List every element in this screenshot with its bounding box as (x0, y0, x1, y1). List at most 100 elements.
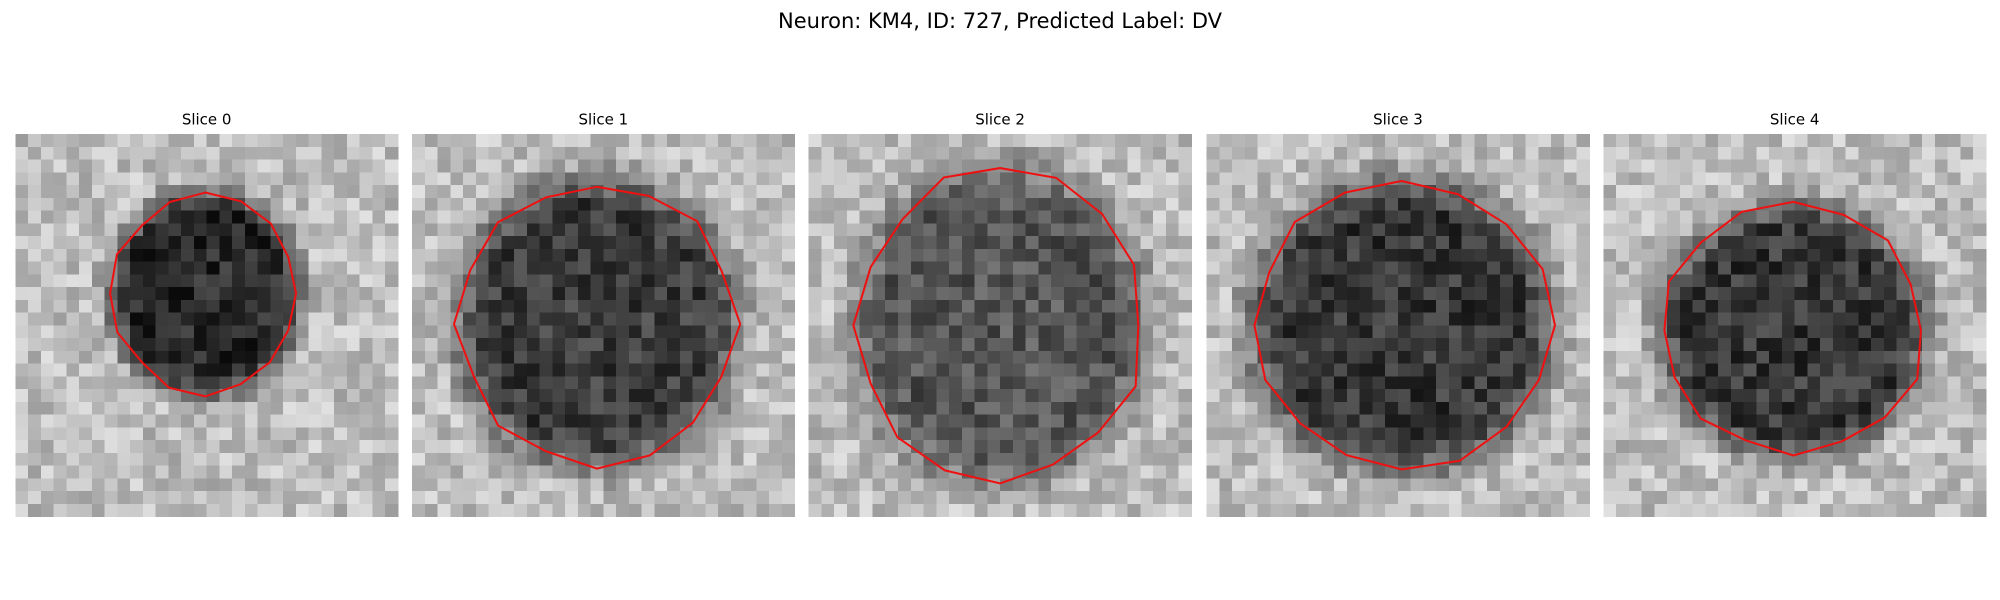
pixel (834, 465, 848, 479)
pixel (936, 389, 950, 403)
pixel (1616, 491, 1630, 505)
pixel (1832, 261, 1847, 275)
pixel (1756, 287, 1770, 301)
pixel (437, 503, 451, 518)
pixel (1705, 325, 1719, 339)
pixel (1000, 134, 1014, 148)
pixel (1140, 414, 1154, 428)
pixel (1000, 376, 1014, 390)
pixel (897, 389, 912, 403)
pixel (168, 248, 182, 263)
pixel (15, 376, 29, 390)
pixel (1641, 197, 1655, 212)
pixel (1845, 465, 1859, 479)
pixel (1654, 503, 1668, 518)
pixel (244, 440, 259, 454)
pixel (1089, 452, 1103, 467)
pixel (1334, 478, 1348, 492)
pixel (117, 376, 131, 390)
pixel (1692, 134, 1706, 148)
pixel (130, 287, 144, 301)
pixel (308, 287, 322, 301)
pixel (1089, 287, 1103, 301)
pixel (1359, 414, 1373, 428)
pixel (321, 185, 335, 199)
pixel (1178, 172, 1192, 186)
pixel (1076, 440, 1090, 454)
pixel (79, 261, 93, 275)
pixel (1423, 440, 1437, 454)
pixel (667, 414, 681, 428)
pixel (488, 185, 502, 199)
pixel (603, 299, 617, 314)
pixel (1705, 465, 1719, 479)
pixel (219, 350, 233, 365)
pixel (616, 248, 630, 263)
pixel (1845, 491, 1859, 505)
pixel (359, 236, 373, 250)
pixel (1922, 146, 1936, 161)
pixel (1038, 338, 1052, 352)
pixel (1628, 414, 1643, 428)
pixel (1283, 440, 1297, 454)
pixel (283, 478, 297, 492)
pixel (1820, 414, 1834, 428)
pixel (743, 172, 757, 186)
pixel (1257, 465, 1271, 479)
pixel (257, 146, 271, 161)
pixel (1922, 325, 1936, 339)
pixel (1410, 338, 1424, 352)
pixel (1922, 210, 1936, 224)
pixel (270, 452, 284, 467)
pixel (1397, 401, 1412, 416)
pixel (1960, 491, 1974, 505)
pixel (168, 159, 182, 173)
pixel (539, 478, 553, 492)
pixel (1232, 248, 1246, 263)
pixel (692, 350, 706, 365)
pixel (1346, 414, 1361, 428)
pixel (168, 325, 182, 339)
pixel (501, 401, 515, 416)
pixel (1743, 350, 1757, 365)
pixel (385, 376, 399, 390)
pixel (91, 389, 106, 403)
pixel (1308, 312, 1322, 326)
pixel (66, 338, 80, 352)
pixel (705, 185, 719, 199)
pixel (781, 274, 796, 288)
pixel (885, 134, 899, 148)
pixel (808, 376, 822, 390)
pixel (219, 376, 233, 390)
pixel (1820, 274, 1834, 288)
pixel (1178, 299, 1192, 314)
pixel (846, 185, 861, 199)
pixel (1206, 287, 1220, 301)
pixel (1500, 172, 1514, 186)
pixel (565, 197, 579, 212)
pixel (424, 452, 439, 467)
pixel (1960, 312, 1974, 326)
pixel (40, 452, 55, 467)
pixel (1219, 134, 1233, 148)
pixel (1743, 261, 1757, 275)
pixel (1487, 236, 1501, 250)
pixel (412, 274, 426, 288)
pixel (1244, 427, 1259, 441)
pixel (936, 503, 950, 518)
pixel (730, 287, 745, 301)
pixel (1769, 261, 1783, 275)
pixel (910, 427, 925, 441)
pixel (15, 491, 29, 505)
pixel (1832, 401, 1847, 416)
pixel (1628, 210, 1643, 224)
pixel (1102, 452, 1116, 467)
pixel (1321, 261, 1335, 275)
pixel (1257, 223, 1271, 237)
pixel (705, 159, 719, 173)
pixel (79, 274, 93, 288)
pixel (1283, 248, 1297, 263)
pixel (654, 376, 668, 390)
pixel (936, 427, 950, 441)
pixel (743, 134, 757, 148)
